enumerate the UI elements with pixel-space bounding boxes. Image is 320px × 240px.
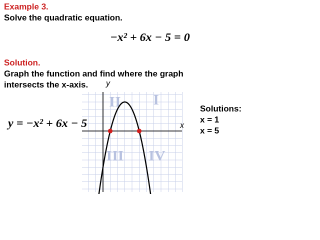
example-label: Example 3. <box>4 1 48 11</box>
x-axis-label: x <box>179 121 185 130</box>
solution-item: x = 1 <box>200 114 219 124</box>
solution-label: Solution. <box>4 57 40 67</box>
equation: −x² + 6x − 5 = 0 <box>110 30 190 44</box>
solution-item: x = 5 <box>200 125 219 135</box>
quadrant-label: III <box>106 148 124 164</box>
slide: Example 3. Solve the quadratic equation.… <box>0 0 259 194</box>
instruction: Solve the quadratic equation. <box>4 12 123 22</box>
solution-text: Graph the function and find where the gr… <box>4 68 183 78</box>
root-point <box>136 128 142 134</box>
solution-text: intersects the x-axis. <box>4 79 88 89</box>
y-axis-label: y <box>105 79 111 88</box>
root-point <box>107 128 113 134</box>
quadrant-label: I <box>153 92 159 108</box>
parabola <box>98 101 152 194</box>
quadrant-label: II <box>109 94 121 110</box>
solutions-title: Solutions: <box>200 103 242 113</box>
function-label: y = −x² + 6x − 5 <box>6 116 87 130</box>
background <box>0 0 259 194</box>
quadrant-label: IV <box>149 148 166 164</box>
